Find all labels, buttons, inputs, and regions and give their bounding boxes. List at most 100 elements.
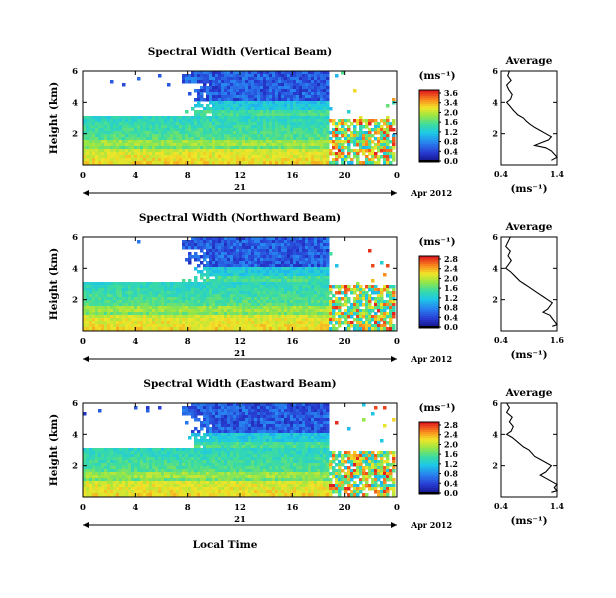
heatmap-cell <box>119 128 123 132</box>
colorbar-step <box>419 300 439 303</box>
heatmap-cell <box>230 237 234 241</box>
heatmap-cell <box>122 309 126 313</box>
heatmap-cell <box>299 306 303 310</box>
heatmap-cell <box>233 282 237 286</box>
heatmap-cell <box>263 409 267 413</box>
heatmap-cell <box>311 101 315 105</box>
heatmap-cell <box>311 273 315 277</box>
heatmap-cell <box>134 128 138 132</box>
heatmap-cell <box>272 306 276 310</box>
heatmap-cell <box>242 122 246 126</box>
heatmap-cell <box>317 327 321 331</box>
heatmap-cell <box>116 291 120 295</box>
heatmap-cell <box>305 321 309 325</box>
heatmap-cell <box>281 270 285 274</box>
heatmap-cell <box>107 122 111 126</box>
heatmap-cell <box>275 303 279 307</box>
heatmap-cell <box>230 74 234 78</box>
heatmap-cell <box>290 255 294 259</box>
heatmap-cell <box>317 104 321 108</box>
heatmap-cell <box>281 318 285 322</box>
heatmap-cell <box>314 246 318 250</box>
heatmap-cell <box>248 312 252 316</box>
heatmap-cell <box>380 125 384 129</box>
heatmap-cell <box>266 80 270 84</box>
heatmap-cell <box>164 134 168 138</box>
heatmap-cell <box>98 288 102 292</box>
heatmap-cell <box>353 131 357 135</box>
heatmap-cell <box>278 92 282 96</box>
heatmap-cell <box>287 255 291 259</box>
heatmap-cell <box>203 255 207 259</box>
heatmap-cell <box>275 158 279 162</box>
heatmap-cell <box>278 273 282 277</box>
heatmap-cell <box>197 149 201 153</box>
heatmap-cell <box>155 158 159 162</box>
heatmap-cell <box>113 140 117 144</box>
heatmap-cell <box>392 122 396 126</box>
heatmap-cell <box>134 318 138 322</box>
heatmap-cell <box>338 288 342 292</box>
heatmap-cell <box>311 107 315 111</box>
heatmap-cell <box>107 315 111 319</box>
heatmap-cell <box>197 161 201 165</box>
heatmap-cell <box>92 303 96 307</box>
heatmap-cell <box>272 309 276 313</box>
heatmap-cell <box>377 288 381 292</box>
heatmap-cell <box>311 77 315 81</box>
heatmap-cell <box>212 95 216 99</box>
heatmap-cell <box>323 134 327 138</box>
heatmap-cell <box>128 285 132 289</box>
heatmap-cell <box>338 285 342 289</box>
x-tick-label: 16 <box>286 171 298 181</box>
heatmap-cell <box>206 406 210 410</box>
heatmap-cell <box>371 297 375 301</box>
heatmap-cell <box>98 137 102 141</box>
heatmap-cell <box>278 98 282 102</box>
heatmap-cell <box>113 128 117 132</box>
heatmap-cell <box>344 137 348 141</box>
heatmap-cell <box>182 143 186 147</box>
heatmap-cell <box>377 306 381 310</box>
heatmap-cell <box>86 122 90 126</box>
heatmap-cell <box>131 119 135 123</box>
heatmap-cell <box>146 149 150 153</box>
heatmap-cell <box>284 297 288 301</box>
heatmap-cell <box>194 406 198 410</box>
colorbar-step <box>419 140 439 143</box>
heatmap-cell <box>152 303 156 307</box>
heatmap-cell <box>125 152 129 156</box>
heatmap-cell <box>281 315 285 319</box>
heatmap-cell <box>101 294 105 298</box>
heatmap-cell <box>263 140 267 144</box>
heatmap-cell <box>224 412 228 416</box>
heatmap-cell <box>128 116 132 120</box>
colorbar-step <box>419 94 439 97</box>
heatmap-cell <box>119 158 123 162</box>
heatmap-cell <box>212 270 216 274</box>
heatmap-cell <box>323 128 327 132</box>
heatmap-cell <box>113 146 117 150</box>
heatmap-cell <box>278 71 282 75</box>
heatmap-cell <box>89 143 93 147</box>
heatmap-cell <box>182 140 186 144</box>
heatmap-cell <box>197 303 201 307</box>
heatmap-cell <box>272 291 276 295</box>
heatmap-cell <box>284 267 288 271</box>
heatmap-cell <box>245 318 249 322</box>
heatmap-cell <box>326 409 330 413</box>
heatmap-cell <box>215 113 219 117</box>
heatmap-cell <box>323 403 327 407</box>
heatmap-cell <box>287 128 291 132</box>
heatmap-cell <box>221 270 225 274</box>
average-title: Average <box>505 221 553 233</box>
heatmap-cell <box>362 137 366 141</box>
heatmap-cell <box>137 134 141 138</box>
heatmap-cell <box>344 146 348 150</box>
heatmap-cell <box>200 71 204 75</box>
heatmap-cell <box>365 125 369 129</box>
heatmap-cell <box>272 128 276 132</box>
heatmap-cell <box>95 282 99 286</box>
heatmap-cell <box>293 415 297 419</box>
heatmap-cell <box>152 137 156 141</box>
